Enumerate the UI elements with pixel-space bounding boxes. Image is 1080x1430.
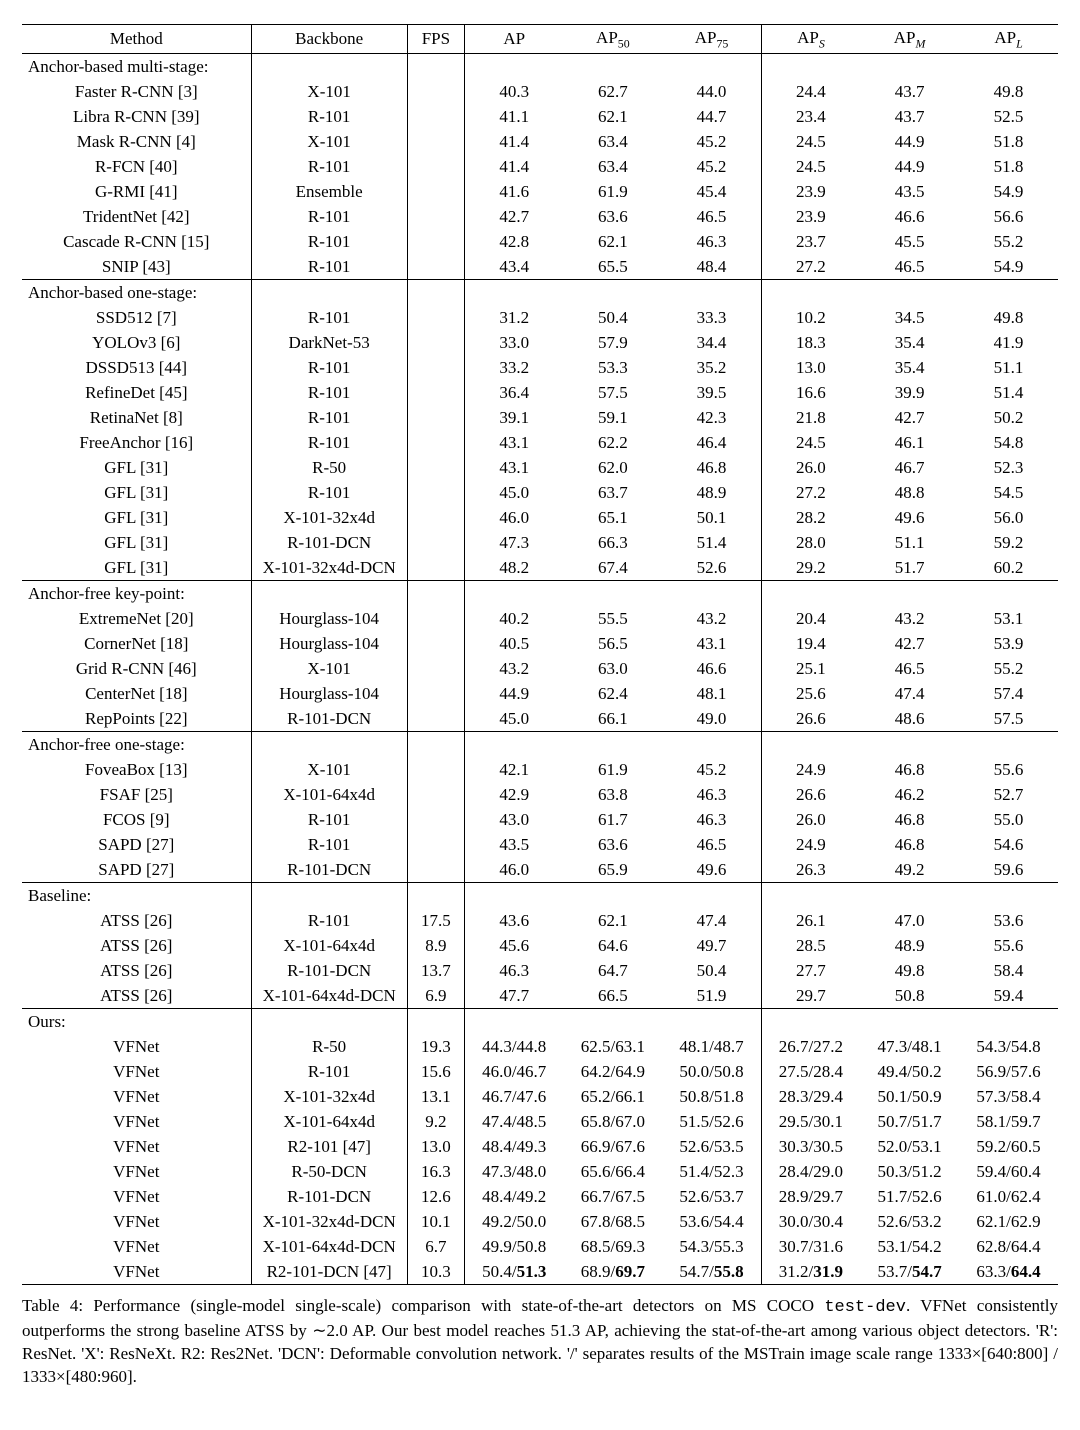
table-row: FreeAnchor [16]R-10143.162.246.424.546.1… [22, 430, 1058, 455]
table-row: GFL [31]R-101-DCN47.366.351.428.051.159.… [22, 530, 1058, 555]
table-row: ATSS [26]R-10117.543.662.147.426.147.053… [22, 908, 1058, 933]
table-row: ATSS [26]X-101-64x4d-DCN6.947.766.551.92… [22, 983, 1058, 1009]
table-row: SNIP [43]R-10143.465.548.427.246.554.9 [22, 254, 1058, 280]
table-row: GFL [31]X-101-32x4d-DCN48.267.452.629.25… [22, 555, 1058, 581]
table-row: Mask R-CNN [4]X-10141.463.445.224.544.95… [22, 129, 1058, 154]
table-row: DSSD513 [44]R-10133.253.335.213.035.451.… [22, 355, 1058, 380]
table-row: CornerNet [18]Hourglass-10440.556.543.11… [22, 631, 1058, 656]
results-table: Method Backbone FPS AP AP50 AP75 APS APM… [22, 24, 1058, 1285]
table-row: VFNetX-101-64x4d9.247.4/48.565.8/67.051.… [22, 1109, 1058, 1134]
col-backbone: Backbone [251, 25, 407, 54]
table-row: GFL [31]R-10145.063.748.927.248.854.5 [22, 480, 1058, 505]
table-row: Libra R-CNN [39]R-10141.162.144.723.443.… [22, 104, 1058, 129]
table-body: Anchor-based multi-stage:Faster R-CNN [3… [22, 54, 1058, 1285]
table-row: ExtremeNet [20]Hourglass-10440.255.543.2… [22, 606, 1058, 631]
group-header-row: Baseline: [22, 883, 1058, 909]
col-apl: APL [959, 25, 1058, 54]
col-aps: APS [761, 25, 860, 54]
table-row: Cascade R-CNN [15]R-10142.862.146.323.74… [22, 229, 1058, 254]
group-header-row: Ours: [22, 1009, 1058, 1035]
group-header-row: Anchor-based multi-stage: [22, 54, 1058, 80]
table-row: VFNetX-101-32x4d-DCN10.149.2/50.067.8/68… [22, 1209, 1058, 1234]
table-row: YOLOv3 [6]DarkNet-5333.057.934.418.335.4… [22, 330, 1058, 355]
table-header-row: Method Backbone FPS AP AP50 AP75 APS APM… [22, 25, 1058, 54]
table-row: FCOS [9]R-10143.061.746.326.046.855.0 [22, 807, 1058, 832]
col-ap50: AP50 [563, 25, 662, 54]
table-row: GFL [31]X-101-32x4d46.065.150.128.249.65… [22, 505, 1058, 530]
table-row: VFNetR-101-DCN12.648.4/49.266.7/67.552.6… [22, 1184, 1058, 1209]
table-row: G-RMI [41]Ensemble41.661.945.423.943.554… [22, 179, 1058, 204]
table-row: SAPD [27]R-101-DCN46.065.949.626.349.259… [22, 857, 1058, 883]
table-row: ATSS [26]X-101-64x4d8.945.664.649.728.54… [22, 933, 1058, 958]
col-fps: FPS [407, 25, 464, 54]
table-row: GFL [31]R-5043.162.046.826.046.752.3 [22, 455, 1058, 480]
table-row: SAPD [27]R-10143.563.646.524.946.854.6 [22, 832, 1058, 857]
table-row: RetinaNet [8]R-10139.159.142.321.842.750… [22, 405, 1058, 430]
table-row: Faster R-CNN [3]X-10140.362.744.024.443.… [22, 79, 1058, 104]
table-row: VFNetR-5019.344.3/44.862.5/63.148.1/48.7… [22, 1034, 1058, 1059]
caption-lead: Table 4: Performance (single-model singl… [22, 1296, 824, 1315]
table-row: FoveaBox [13]X-10142.161.945.224.946.855… [22, 757, 1058, 782]
table-row: FSAF [25]X-101-64x4d42.963.846.326.646.2… [22, 782, 1058, 807]
table-row: VFNetX-101-64x4d-DCN6.749.9/50.868.5/69.… [22, 1234, 1058, 1259]
table-row: SSD512 [7]R-10131.250.433.310.234.549.8 [22, 305, 1058, 330]
group-header-row: Anchor-free key-point: [22, 581, 1058, 607]
table-row: ATSS [26]R-101-DCN13.746.364.750.427.749… [22, 958, 1058, 983]
col-apm: APM [860, 25, 959, 54]
table-row: VFNetX-101-32x4d13.146.7/47.665.2/66.150… [22, 1084, 1058, 1109]
table-row: VFNetR-10115.646.0/46.764.2/64.950.0/50.… [22, 1059, 1058, 1084]
table-caption: Table 4: Performance (single-model singl… [22, 1295, 1058, 1389]
table-row: VFNetR2-101-DCN [47]10.350.4/51.368.9/69… [22, 1259, 1058, 1285]
table-row: TridentNet [42]R-10142.763.646.523.946.6… [22, 204, 1058, 229]
col-method: Method [22, 25, 251, 54]
table-row: R-FCN [40]R-10141.463.445.224.544.951.8 [22, 154, 1058, 179]
caption-tt: test-dev [824, 1298, 906, 1317]
table-row: RefineDet [45]R-10136.457.539.516.639.95… [22, 380, 1058, 405]
table-row: RepPoints [22]R-101-DCN45.066.149.026.64… [22, 706, 1058, 732]
group-header-row: Anchor-based one-stage: [22, 280, 1058, 306]
table-row: Grid R-CNN [46]X-10143.263.046.625.146.5… [22, 656, 1058, 681]
group-header-row: Anchor-free one-stage: [22, 732, 1058, 758]
table-row: VFNetR2-101 [47]13.048.4/49.366.9/67.652… [22, 1134, 1058, 1159]
table-row: VFNetR-50-DCN16.347.3/48.065.6/66.451.4/… [22, 1159, 1058, 1184]
col-ap75: AP75 [662, 25, 761, 54]
table-row: CenterNet [18]Hourglass-10444.962.448.12… [22, 681, 1058, 706]
col-ap: AP [465, 25, 564, 54]
